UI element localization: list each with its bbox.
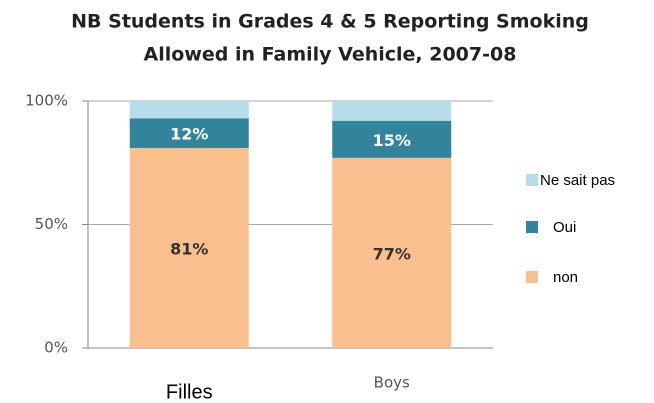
bar-segment: [129, 147, 249, 348]
data-label: 81%: [170, 239, 208, 258]
bar-segment: [332, 101, 452, 121]
chart-title: NB Students in Grades 4 & 5 Reporting Sm…: [71, 11, 589, 33]
data-label: 12%: [170, 125, 208, 144]
x-tick-label: Boys: [374, 374, 410, 392]
y-tick-label: 50%: [35, 215, 68, 233]
chart-title: Allowed in Family Vehicle, 2007-08: [144, 44, 517, 66]
legend-label: Oui: [553, 219, 576, 236]
x-tick-label: Filles: [166, 381, 213, 403]
bar-segment: [332, 120, 452, 158]
data-label: 15%: [373, 131, 411, 150]
legend-swatch: [526, 271, 538, 283]
data-label: 77%: [373, 244, 411, 263]
legend-label: non: [553, 269, 578, 286]
legend-label: Ne sait pas: [540, 172, 615, 189]
y-tick-label: 0%: [44, 339, 68, 357]
bar-segment: [332, 157, 452, 348]
y-tick-label: 100%: [25, 92, 68, 110]
legend-swatch: [526, 174, 538, 186]
bar-segment: [129, 118, 249, 148]
bar-segment: [129, 101, 249, 119]
legend-swatch: [526, 221, 538, 233]
